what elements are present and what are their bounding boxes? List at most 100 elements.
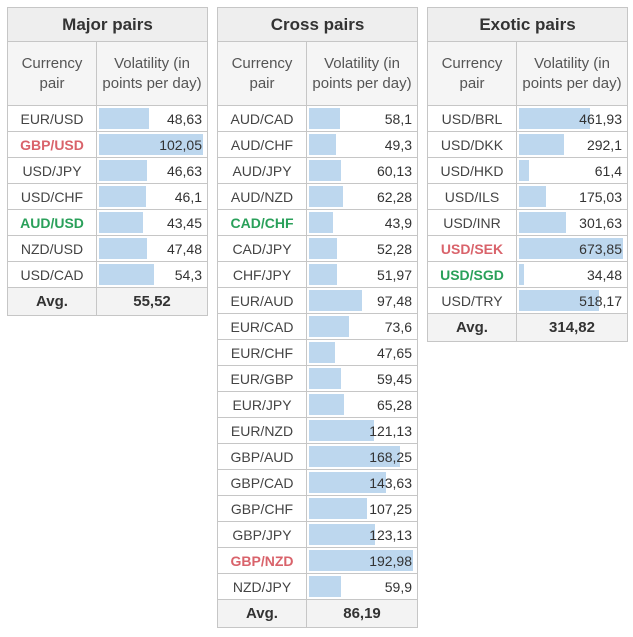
volatility-cell: 43,45 <box>95 209 209 236</box>
table-row: USD/SGD 34,48 <box>427 261 628 288</box>
currency-pair-cell: USD/CAD <box>7 261 97 288</box>
volatility-value: 518,17 <box>579 292 622 309</box>
currency-pair-header: Currency pair <box>7 41 97 106</box>
volatility-cell: 301,63 <box>516 209 628 236</box>
table-row: USD/DKK 292,1 <box>427 131 628 158</box>
avg-value: 55,52 <box>95 287 209 316</box>
volatility-cell: 61,4 <box>516 157 628 184</box>
volatility-bar <box>99 160 147 181</box>
currency-pair-cell: GBP/CHF <box>217 495 307 522</box>
volatility-value: 65,28 <box>376 396 413 413</box>
table-row: EUR/CHF 47,65 <box>217 339 419 366</box>
table-row: USD/CAD 54,3 <box>7 261 209 288</box>
table-row: GBP/USD 102,05 <box>7 131 209 158</box>
volatility-value: 49,3 <box>384 136 413 153</box>
volatility-cell: 73,6 <box>305 313 419 340</box>
volatility-bar <box>309 394 345 415</box>
avg-value: 314,82 <box>516 313 628 342</box>
currency-pair-cell: USD/HKD <box>427 157 517 184</box>
volatility-bar <box>309 472 387 493</box>
volatility-bar <box>99 212 144 233</box>
currency-pair-cell: EUR/CAD <box>217 313 307 340</box>
volatility-cell: 102,05 <box>95 131 209 158</box>
table-row: GBP/CHF 107,25 <box>217 495 419 522</box>
volatility-value: 58,1 <box>384 110 413 127</box>
currency-pair-cell: GBP/NZD <box>217 547 307 574</box>
currency-pair-header: Currency pair <box>217 41 307 106</box>
volatility-bar <box>309 160 342 181</box>
volatility-bar <box>309 420 375 441</box>
currency-pair-cell: AUD/NZD <box>217 183 307 210</box>
volatility-cell: 52,28 <box>305 235 419 262</box>
currency-pair-cell: EUR/AUD <box>217 287 307 314</box>
volatility-value: 59,9 <box>384 578 413 595</box>
table-row: USD/SEK 673,85 <box>427 235 628 262</box>
volatility-bar <box>309 576 342 597</box>
volatility-cell: 168,25 <box>305 443 419 470</box>
avg-label: Avg. <box>7 287 97 316</box>
volatility-bar <box>519 238 623 259</box>
avg-label: Avg. <box>427 313 517 342</box>
volatility-bar <box>519 264 525 285</box>
currency-pair-cell: EUR/CHF <box>217 339 307 366</box>
table-row: USD/JPY 46,63 <box>7 157 209 184</box>
table-title: Exotic pairs <box>427 7 628 42</box>
currency-pair-cell: USD/JPY <box>7 157 97 184</box>
exotic-pairs-table: Exotic pairs Currency pair Volatility (i… <box>427 7 628 342</box>
table-row: CAD/CHF 43,9 <box>217 209 419 236</box>
currency-pair-cell: USD/SEK <box>427 235 517 262</box>
table-row: GBP/JPY 123,13 <box>217 521 419 548</box>
volatility-value: 51,97 <box>376 266 413 283</box>
currency-pair-cell: USD/CHF <box>7 183 97 210</box>
currency-pair-cell: AUD/JPY <box>217 157 307 184</box>
volatility-bar <box>519 212 566 233</box>
currency-pair-cell: NZD/JPY <box>217 573 307 600</box>
table-row: EUR/CAD 73,6 <box>217 313 419 340</box>
table-row: EUR/NZD 121,13 <box>217 417 419 444</box>
volatility-bar <box>519 108 591 129</box>
volatility-value: 59,45 <box>376 370 413 387</box>
table-row: AUD/JPY 60,13 <box>217 157 419 184</box>
volatility-cell: 34,48 <box>516 261 628 288</box>
volatility-cell: 59,45 <box>305 365 419 392</box>
volatility-cell: 59,9 <box>305 573 419 600</box>
currency-pair-cell: EUR/USD <box>7 105 97 132</box>
table-body: EUR/USD 48,63 GBP/USD 102,05 USD/JPY 46,63 USD… <box>7 105 209 288</box>
volatility-value: 48,63 <box>166 110 203 127</box>
volatility-bar <box>309 238 338 259</box>
table-row: AUD/CAD 58,1 <box>217 105 419 132</box>
volatility-cell: 60,13 <box>305 157 419 184</box>
volatility-cell: 175,03 <box>516 183 628 210</box>
volatility-value: 107,25 <box>369 500 413 517</box>
currency-pair-cell: EUR/GBP <box>217 365 307 392</box>
table-row: GBP/CAD 143,63 <box>217 469 419 496</box>
volatility-cell: 49,3 <box>305 131 419 158</box>
currency-pair-cell: CAD/CHF <box>217 209 307 236</box>
volatility-cell: 673,85 <box>516 235 628 262</box>
currency-pair-cell: CHF/JPY <box>217 261 307 288</box>
currency-pair-cell: USD/INR <box>427 209 517 236</box>
volatility-cell: 47,48 <box>95 235 209 262</box>
volatility-bar <box>309 368 341 389</box>
volatility-value: 192,98 <box>369 552 413 569</box>
volatility-bar <box>309 212 333 233</box>
volatility-bar <box>309 524 376 545</box>
table-row: NZD/USD 47,48 <box>7 235 209 262</box>
volatility-header: Volatility (in points per day) <box>95 41 209 106</box>
volatility-bar <box>519 290 599 311</box>
table-row: EUR/GBP 59,45 <box>217 365 419 392</box>
table-row: CAD/JPY 52,28 <box>217 235 419 262</box>
volatility-bar <box>99 134 203 155</box>
volatility-value: 301,63 <box>579 214 622 231</box>
cross-pairs-table: Cross pairs Currency pair Volatility (in… <box>216 7 419 628</box>
currency-pair-cell: EUR/JPY <box>217 391 307 418</box>
table-title: Major pairs <box>6 7 209 42</box>
table-row: USD/INR 301,63 <box>427 209 628 236</box>
currency-pair-cell: CAD/JPY <box>217 235 307 262</box>
table-row: CHF/JPY 51,97 <box>217 261 419 288</box>
volatility-cell: 292,1 <box>516 131 628 158</box>
volatility-value: 47,65 <box>376 344 413 361</box>
volatility-value: 175,03 <box>579 188 622 205</box>
currency-pair-cell: AUD/USD <box>7 209 97 236</box>
volatility-cell: 97,48 <box>305 287 419 314</box>
